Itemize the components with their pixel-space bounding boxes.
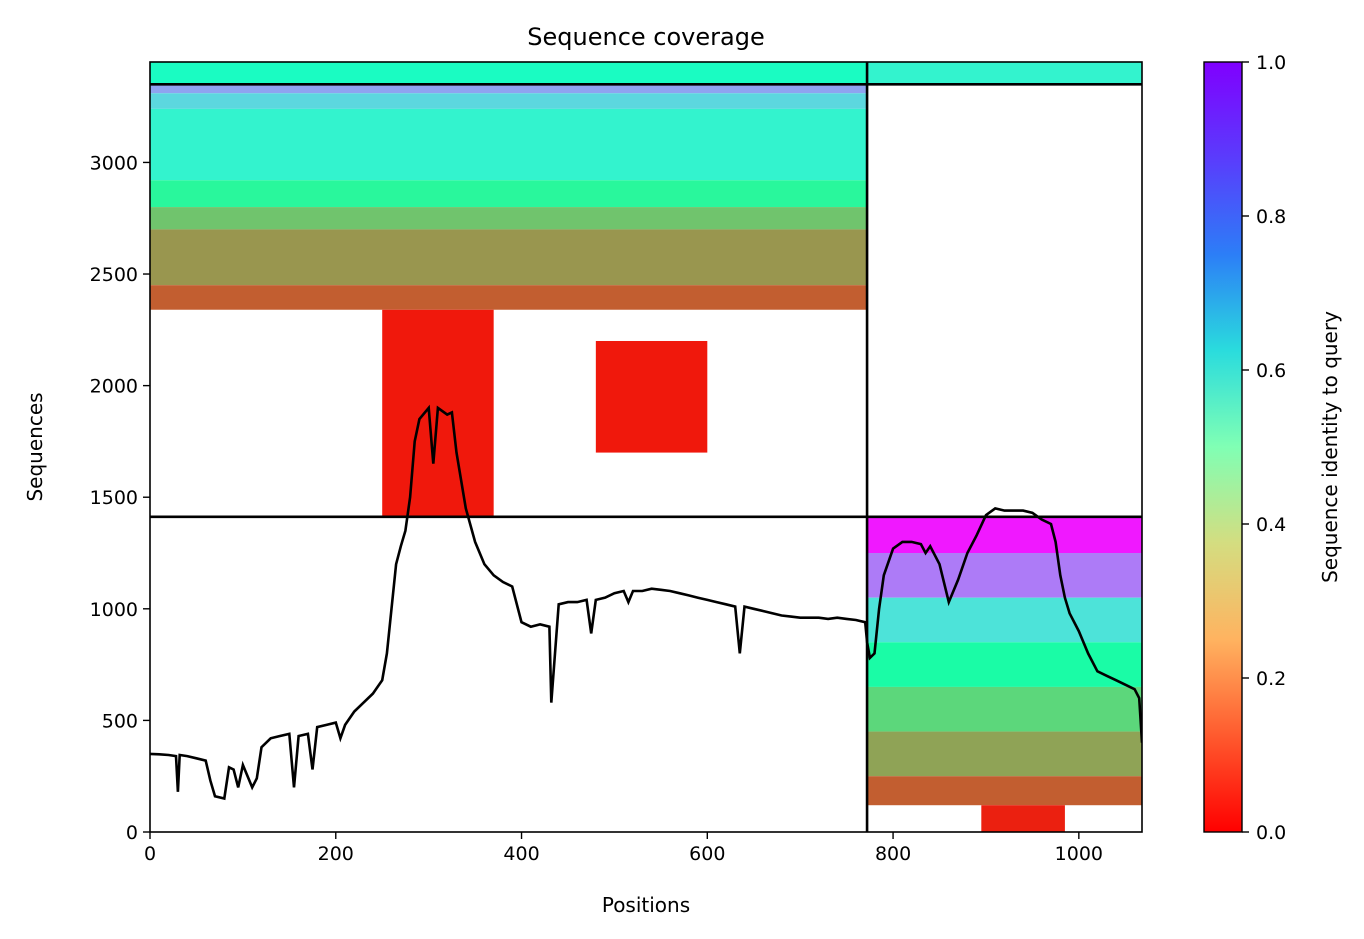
colorbar-tick-label-4: 0.8 — [1256, 206, 1286, 228]
colorbar-tick-label-3: 0.6 — [1256, 360, 1286, 382]
chart-title: Sequence coverage — [527, 23, 764, 51]
x-tick-label-1: 200 — [318, 843, 354, 865]
y-tick-label-0: 0 — [126, 822, 138, 844]
y-axis-ticks: 0 500 1000 1500 2000 2500 3000 — [90, 152, 150, 844]
colorbar-tick-label-1: 0.2 — [1256, 668, 1286, 690]
colorbar: 0.0 0.2 0.4 0.6 0.8 1.0 Sequence identity to … — [1203, 52, 1342, 844]
y-axis-label: Sequences — [23, 392, 47, 501]
colorbar-tick-label-0: 0.0 — [1256, 822, 1286, 844]
x-tick-label-0: 0 — [144, 843, 156, 865]
coverage-block-3 — [150, 93, 868, 109]
coverage-block-17 — [867, 776, 1142, 806]
coverage-block-13 — [867, 597, 1142, 643]
coverage-block-16 — [867, 731, 1142, 777]
colorbar-label: Sequence identity to query — [1318, 311, 1342, 583]
x-tick-label-5: 1000 — [1055, 843, 1103, 865]
y-tick-label-2: 1000 — [90, 599, 138, 621]
coverage-block-2 — [150, 84, 868, 94]
coverage-block-0 — [150, 62, 868, 85]
colorbar-tick-label-2: 0.4 — [1256, 514, 1286, 536]
x-tick-label-3: 600 — [689, 843, 725, 865]
x-axis-label: Positions — [602, 893, 690, 917]
coverage-block-12 — [867, 553, 1142, 598]
coverage-blocks — [150, 62, 1142, 832]
plot-frame — [149, 61, 1143, 833]
x-axis-ticks: 0 200 400 600 800 1000 — [144, 832, 1103, 865]
coverage-block-7 — [150, 229, 868, 286]
coverage-block-18 — [981, 805, 1065, 832]
y-tick-label-5: 2500 — [90, 264, 138, 286]
x-tick-label-4: 800 — [875, 843, 911, 865]
y-tick-label-1: 500 — [102, 710, 138, 732]
divider-lines — [150, 62, 1142, 832]
y-tick-label-3: 1500 — [90, 487, 138, 509]
y-tick-label-6: 3000 — [90, 152, 138, 174]
colorbar-ticks: 0.0 0.2 0.4 0.6 0.8 1.0 — [1242, 52, 1286, 844]
coverage-block-8 — [150, 285, 868, 310]
coverage-block-11 — [867, 516, 1142, 554]
y-tick-label-4: 2000 — [90, 376, 138, 398]
coverage-line — [150, 404, 1142, 801]
coverage-block-5 — [150, 180, 868, 208]
coverage-block-6 — [150, 207, 868, 230]
colorbar-gradient — [1203, 61, 1243, 833]
x-tick-label-2: 400 — [503, 843, 539, 865]
coverage-block-10 — [595, 340, 708, 453]
plot-area — [149, 61, 1143, 833]
coverage-block-15 — [867, 686, 1142, 732]
colorbar-tick-label-5: 1.0 — [1256, 52, 1286, 74]
coverage-block-14 — [867, 642, 1142, 687]
coverage-block-4 — [150, 108, 868, 181]
coverage-block-1 — [867, 62, 1142, 85]
